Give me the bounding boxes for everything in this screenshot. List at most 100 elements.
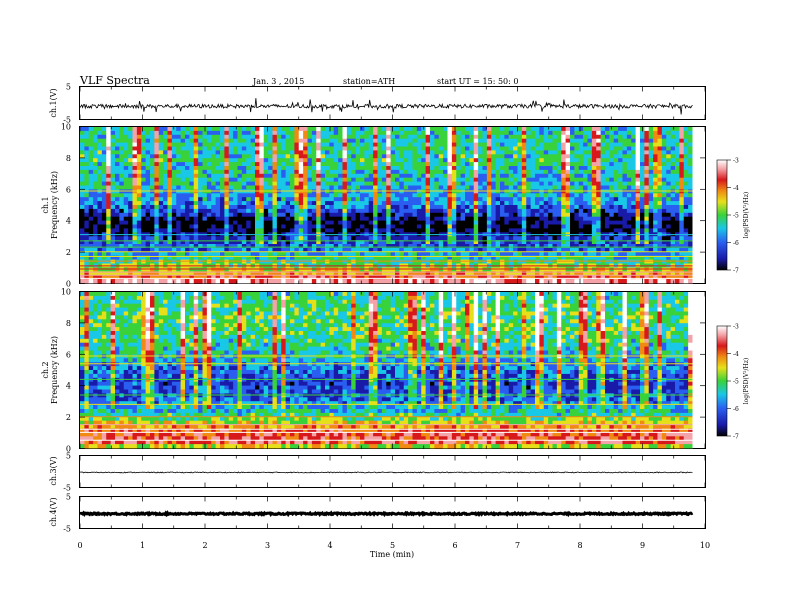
spectrogram-cell	[180, 150, 186, 155]
spectrogram-cell	[443, 134, 448, 140]
spectrogram-cell	[132, 127, 138, 132]
spectrogram-cell	[163, 240, 168, 245]
spectrogram-cell	[198, 255, 203, 260]
spectrogram-cell	[294, 208, 300, 214]
spectrogram-cell	[543, 255, 549, 260]
spectrogram-cell	[206, 251, 212, 257]
spectrogram-cell	[451, 267, 457, 272]
spectrogram-cell	[364, 158, 370, 163]
spectrogram-cell	[80, 275, 85, 280]
spectrogram-cell	[268, 185, 273, 190]
spectrogram-cell	[500, 193, 505, 198]
spectrogram-cell	[198, 220, 203, 225]
spectrogram-cell	[377, 267, 383, 272]
spectrogram-cell	[132, 166, 138, 171]
spectrogram-cell	[281, 173, 287, 179]
spectrogram-cell	[255, 173, 260, 179]
spectrogram-cell	[430, 259, 435, 264]
spectrogram-cell	[605, 201, 610, 206]
spectrogram-cell	[158, 166, 164, 171]
spectrogram-cell	[390, 208, 396, 214]
spectrogram-cell	[158, 138, 164, 143]
spectrogram-cell	[578, 162, 584, 167]
spectrogram-cell	[167, 154, 173, 159]
spectrogram-cell	[132, 138, 138, 143]
spectrogram-cell	[438, 197, 444, 202]
spectrogram-cell	[578, 146, 584, 151]
spectrogram-cell	[539, 201, 545, 206]
spectrogram-cell	[421, 240, 427, 245]
spectrogram-cell	[189, 166, 195, 171]
spectrogram-cell	[250, 134, 256, 140]
spectrogram-cell	[311, 251, 317, 257]
spectrogram-cell	[421, 130, 427, 136]
spectrogram-cell	[543, 267, 549, 272]
spectrogram-cell	[110, 181, 116, 186]
spectrogram-cell	[548, 205, 553, 210]
spectrogram-cell	[285, 189, 291, 194]
spectrogram-cell	[342, 138, 348, 143]
spectrogram-cell	[526, 173, 532, 179]
spectrogram-cell	[486, 267, 492, 272]
spectrogram-cell	[552, 154, 558, 159]
spectrogram-cell	[482, 142, 488, 147]
spectrogram-cell	[587, 162, 593, 167]
spectrogram-cell	[416, 142, 422, 147]
spectrogram-cell	[325, 208, 330, 214]
spectrogram-cell	[587, 259, 593, 264]
spectrogram-cell	[80, 228, 85, 233]
spectrogram-cell	[88, 150, 94, 155]
spectrogram-cell	[115, 208, 120, 214]
spectrogram-cell	[110, 201, 116, 206]
spectrogram-cell	[587, 138, 593, 143]
spectrogram-cell	[224, 271, 230, 276]
spectrogram-cell	[412, 228, 418, 233]
spectrogram-cell	[543, 142, 549, 147]
spectrogram-cell	[119, 236, 125, 241]
spectrogram-cell	[486, 247, 492, 253]
spectrogram-cell	[294, 162, 300, 167]
spectrogram-cell	[255, 181, 260, 186]
spectrogram-cell	[303, 162, 308, 167]
spectrogram-cell	[115, 212, 120, 218]
spectrogram-cell	[465, 130, 470, 136]
spectrogram-cell	[504, 236, 510, 241]
spectrogram-cell	[360, 138, 365, 143]
spectrogram-cell	[294, 271, 300, 276]
spectrogram-cell	[478, 247, 483, 253]
spectrogram-cell	[465, 127, 470, 132]
spectrogram-cell	[381, 138, 387, 143]
spectrogram-cell	[587, 166, 593, 171]
spectrogram-cell	[320, 205, 326, 210]
spectrogram-cell	[486, 189, 492, 194]
spectrogram-cell	[543, 201, 549, 206]
spectrogram-cell	[141, 208, 147, 214]
spectrogram-cell	[215, 185, 221, 190]
spectrogram-cell	[101, 197, 107, 202]
spectrogram-cell	[193, 177, 199, 182]
spectrogram-cell	[469, 181, 475, 186]
spectrogram-cell	[539, 166, 545, 171]
spectrogram-cell	[403, 189, 409, 194]
spectrogram-cell	[600, 247, 606, 253]
spectrogram-cell	[548, 158, 553, 163]
spectrogram-cell	[430, 255, 435, 260]
spectrogram-cell	[403, 177, 409, 182]
spectrogram-cell	[438, 279, 444, 284]
spectrogram-cell	[272, 185, 278, 190]
spectrogram-cell	[491, 224, 497, 229]
spectrogram-cell	[609, 173, 615, 179]
spectrogram-cell	[491, 240, 497, 245]
spectrogram-cell	[294, 166, 300, 171]
spectrogram-cell	[548, 197, 553, 202]
spectrogram-cell	[565, 228, 571, 233]
spectrogram-cell	[132, 162, 138, 167]
spectrogram-cell	[294, 158, 300, 163]
spectrogram-cell	[351, 177, 357, 182]
spectrogram-cell	[246, 201, 252, 206]
spectrogram-cell	[373, 205, 378, 210]
spectrogram-cell	[154, 169, 160, 175]
spectrogram-cell	[88, 212, 94, 218]
spectrogram-cell	[180, 267, 186, 272]
spectrogram-cell	[543, 177, 549, 182]
